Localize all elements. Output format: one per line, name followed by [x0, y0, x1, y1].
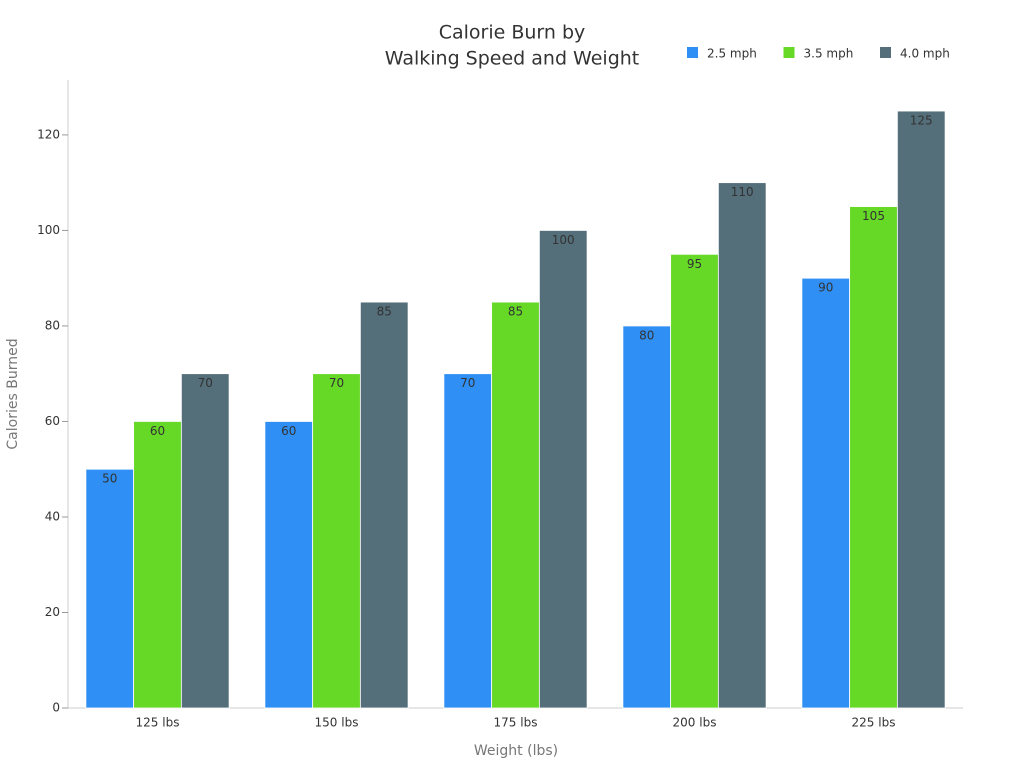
value-label: 70	[198, 376, 213, 390]
value-label: 85	[377, 305, 392, 319]
value-label: 80	[639, 328, 654, 342]
value-label: 125	[910, 114, 933, 128]
y-tick-label: 0	[52, 701, 60, 715]
value-label: 90	[818, 281, 833, 295]
y-axis-title: Calories Burned	[5, 338, 21, 449]
x-axis-title: Weight (lbs)	[474, 743, 558, 759]
bar	[85, 468, 135, 709]
y-tick-label: 40	[45, 509, 60, 523]
bar	[133, 421, 182, 709]
x-tick-label: 200 lbs	[673, 716, 717, 730]
y-tick-label: 60	[45, 414, 60, 428]
y-tick-label: 120	[37, 127, 60, 141]
legend-swatch	[783, 47, 795, 58]
bar	[717, 182, 767, 709]
value-label: 105	[862, 209, 885, 223]
y-tick-label: 20	[45, 605, 60, 619]
bar	[849, 206, 898, 709]
x-tick-label: 225 lbs	[852, 716, 896, 730]
x-tick-label: 150 lbs	[315, 716, 359, 730]
bar	[491, 301, 540, 709]
value-label: 85	[508, 305, 523, 319]
chart-title: Walking Speed and Weight	[385, 48, 640, 70]
bar	[670, 253, 719, 709]
y-tick-label: 80	[45, 318, 60, 332]
bar	[264, 421, 314, 709]
bar	[622, 325, 672, 709]
value-label: 50	[102, 472, 117, 486]
bar	[443, 373, 493, 709]
x-tick-label: 175 lbs	[494, 716, 538, 730]
value-label: 100	[552, 233, 575, 247]
bar	[896, 110, 946, 709]
legend-label: 2.5 mph	[707, 47, 757, 61]
value-label: 110	[731, 185, 754, 199]
bar	[538, 230, 588, 709]
x-tick-label: 125 lbs	[136, 716, 180, 730]
bar	[180, 373, 230, 709]
bar	[801, 277, 851, 709]
value-label: 70	[460, 376, 475, 390]
value-label: 60	[281, 424, 296, 438]
value-label: 70	[329, 376, 344, 390]
bar	[359, 301, 409, 709]
value-label: 60	[150, 424, 165, 438]
value-label: 95	[687, 257, 702, 271]
legend-label: 3.5 mph	[804, 47, 854, 61]
legend-label: 4.0 mph	[900, 47, 950, 61]
chart-title: Calorie Burn by	[439, 22, 586, 44]
legend-swatch	[687, 47, 698, 58]
y-tick-label: 100	[37, 223, 60, 237]
legend-swatch	[880, 47, 891, 58]
bar	[312, 373, 361, 709]
